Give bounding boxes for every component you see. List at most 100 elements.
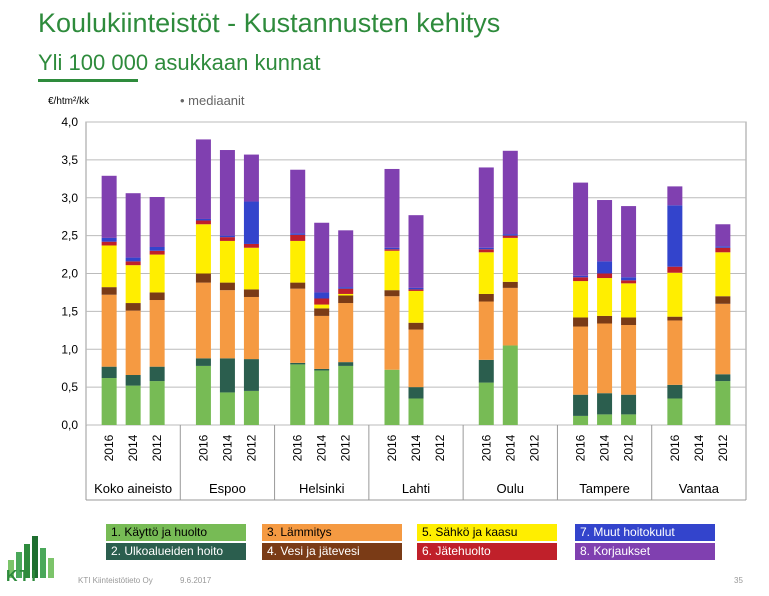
- bar-segment: [502, 281, 518, 288]
- y-tick-label: 3,5: [61, 153, 78, 167]
- bar-segment: [243, 390, 259, 425]
- bar-segment: [195, 358, 211, 366]
- footer-date: 9.6.2017: [180, 576, 212, 585]
- bar-segment: [290, 169, 306, 234]
- y-tick-label: 0,5: [61, 380, 78, 394]
- bar-segment: [478, 247, 494, 250]
- bar-segment: [408, 387, 424, 399]
- bar-segment: [125, 261, 141, 266]
- bar-segment: [243, 247, 259, 290]
- bar-segment: [338, 293, 354, 296]
- bar-segment: [597, 323, 613, 394]
- bar-segment: [290, 282, 306, 289]
- bar-segment: [243, 289, 259, 297]
- bar-segment: [408, 329, 424, 388]
- bar-segment: [715, 224, 731, 247]
- bar-segment: [101, 241, 117, 246]
- bar-segment: [478, 293, 494, 302]
- x-group-label: Helsinki: [299, 481, 345, 496]
- x-tick-label-year: 2016: [385, 434, 399, 461]
- bar-segment: [384, 168, 400, 248]
- bar-segment: [621, 325, 637, 395]
- bar-segment: [101, 237, 117, 242]
- logo-text: KTI: [6, 568, 38, 585]
- bar-segment: [502, 235, 518, 238]
- bar-segment: [502, 237, 518, 282]
- median-note: • mediaanit: [180, 93, 245, 108]
- x-tick-label-year: 2016: [291, 434, 305, 461]
- bar-segment: [195, 273, 211, 283]
- x-tick-label-year: 2016: [668, 434, 682, 461]
- bar-segment: [125, 257, 141, 262]
- bar-segment: [667, 205, 683, 267]
- bar-segment: [573, 281, 589, 318]
- bar-segment: [149, 196, 165, 247]
- bar-segment: [314, 292, 330, 299]
- bar-segment: [219, 240, 235, 283]
- x-group-label: Lahti: [402, 481, 430, 496]
- bar-segment: [408, 398, 424, 425]
- x-tick-label-year: 2016: [102, 434, 116, 461]
- bar-segment: [384, 290, 400, 297]
- bar-segment: [573, 182, 589, 276]
- bar-segment: [101, 287, 117, 295]
- x-tick-label-year: 2016: [574, 434, 588, 461]
- bar-segment: [573, 394, 589, 416]
- x-tick-label-year: 2014: [220, 434, 234, 461]
- bar-segment: [338, 365, 354, 425]
- bar-segment: [219, 358, 235, 393]
- bar-segment: [408, 215, 424, 288]
- bar-segment: [573, 275, 589, 278]
- bar-segment: [290, 234, 306, 241]
- bar-segment: [338, 287, 354, 289]
- x-tick-label-year: 2012: [527, 434, 541, 461]
- page-subtitle: Yli 100 000 asukkaan kunnat: [38, 50, 321, 75]
- bar-segment: [290, 288, 306, 363]
- bar-segment: [597, 261, 613, 274]
- bar-segment: [195, 224, 211, 274]
- bar-segment: [667, 384, 683, 399]
- x-group-label: Oulu: [497, 481, 524, 496]
- bar-segment: [667, 320, 683, 385]
- bar-segment: [573, 415, 589, 425]
- x-tick-label-year: 2014: [126, 434, 140, 461]
- bar-segment: [621, 414, 637, 425]
- bar-segment: [408, 287, 424, 290]
- bar-segment: [195, 282, 211, 359]
- x-tick-label-year: 2014: [503, 434, 517, 461]
- bar-segment: [573, 326, 589, 395]
- kti-logo-icon: [8, 536, 54, 578]
- bar-segment: [219, 235, 235, 238]
- bar-segment: [149, 292, 165, 301]
- bar-segment: [149, 300, 165, 367]
- subtitle-underline: [38, 79, 138, 82]
- bar-segment: [597, 278, 613, 316]
- bar-segment: [384, 250, 400, 291]
- bar-segment: [290, 240, 306, 283]
- y-tick-label: 4,0: [61, 115, 78, 129]
- bar-segment: [478, 382, 494, 425]
- bar-segment: [573, 277, 589, 282]
- bar-segment: [125, 310, 141, 376]
- bar-segment: [715, 374, 731, 382]
- page-title: Koulukiinteistöt - Kustannusten kehitys: [38, 8, 501, 38]
- legend-item: 2. Ulkoalueiden hoito: [106, 543, 246, 560]
- x-tick-label-year: 2012: [433, 434, 447, 461]
- y-tick-label: 0,0: [61, 418, 78, 432]
- bar-segment: [621, 394, 637, 415]
- bar-segment: [338, 303, 354, 363]
- bar-segment: [667, 272, 683, 317]
- bar-segment: [715, 296, 731, 304]
- bar-segment: [715, 252, 731, 297]
- bar-segment: [502, 234, 518, 236]
- bar-segment: [101, 294, 117, 367]
- bar-segment: [621, 280, 637, 284]
- x-tick-label-year: 2012: [150, 434, 164, 461]
- x-group-label: Vantaa: [679, 481, 720, 496]
- bar-segment: [195, 220, 211, 225]
- bar-segment: [314, 222, 330, 293]
- bar-segment: [597, 200, 613, 262]
- bar-segment: [715, 247, 731, 253]
- bar-segment: [478, 249, 494, 253]
- legend-item: 4. Vesi ja jätevesi: [262, 543, 402, 560]
